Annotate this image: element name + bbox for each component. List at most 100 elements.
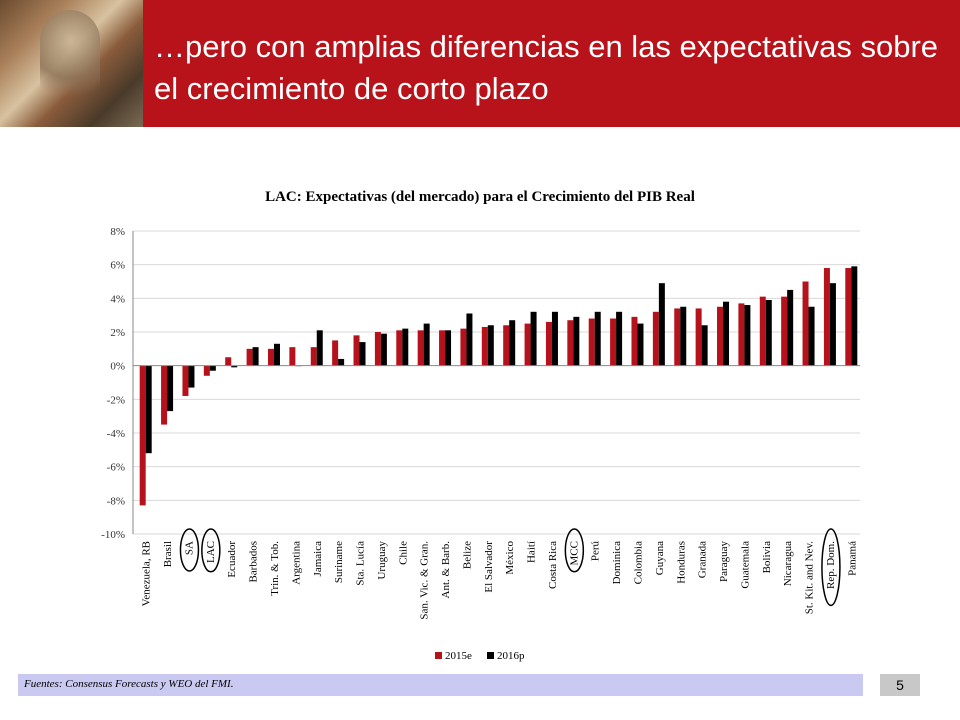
bar-2016p xyxy=(167,365,174,412)
y-tick-label: 6% xyxy=(110,260,125,272)
bar-2015e xyxy=(332,340,339,366)
bar-2015e xyxy=(631,316,638,366)
bar-2016p xyxy=(851,266,858,366)
bar-2016p xyxy=(744,305,751,366)
y-tick-label: -2% xyxy=(107,394,125,406)
bar-2016p xyxy=(616,311,623,366)
bar-2015e xyxy=(610,318,617,366)
page-number: 5 xyxy=(880,674,920,696)
y-tick-label: -4% xyxy=(107,428,125,440)
x-tick-label: Haití xyxy=(526,541,538,563)
bar-2016p xyxy=(723,301,730,366)
y-tick-label: -6% xyxy=(107,462,125,474)
bar-2016p xyxy=(209,365,216,371)
header-bar: …pero con amplias diferencias en las exp… xyxy=(0,0,960,127)
y-tick-label: 4% xyxy=(110,293,125,305)
bar-2015e xyxy=(139,365,146,506)
chart-axes xyxy=(132,231,860,534)
bar-2015e xyxy=(374,332,381,366)
x-tick-label: Belize xyxy=(461,541,473,569)
y-tick-label: 8% xyxy=(110,226,125,238)
bar-2016p xyxy=(466,313,473,366)
x-tick-label: Uruguay xyxy=(376,541,388,580)
bar-2015e xyxy=(588,318,595,366)
x-tick-label: San. Vic. & Gran. xyxy=(419,541,431,620)
bar-2015e xyxy=(845,268,852,366)
bar-2015e xyxy=(545,321,552,366)
x-tick-label: Nicaragua xyxy=(782,541,794,586)
bar-2016p xyxy=(829,283,836,366)
x-tick-label: Granada xyxy=(697,541,709,578)
bar-2015e xyxy=(738,303,745,366)
bar-2016p xyxy=(680,306,687,366)
x-tick-label: Colombia xyxy=(632,541,644,585)
x-tick-label: Dominica xyxy=(611,541,623,584)
bar-2015e xyxy=(267,348,274,366)
highlight-circle xyxy=(201,528,221,573)
x-tick-label: Rep. Dom. xyxy=(825,541,837,589)
legend-swatch-2016p xyxy=(487,652,494,659)
x-tick-label: St. Kit. and Nev. xyxy=(804,541,816,614)
x-tick-label: Argentina xyxy=(290,541,302,585)
bar-2015e xyxy=(417,330,424,366)
bar-2016p xyxy=(637,323,644,366)
bar-2015e xyxy=(460,328,467,366)
bar-2016p xyxy=(445,330,452,366)
bar-2015e xyxy=(481,326,488,366)
x-tick-label: Barbados xyxy=(248,541,260,583)
highlight-circle xyxy=(821,528,841,607)
chart-legend: 2015e 2016p xyxy=(435,650,525,662)
x-tick-label: Bolivia xyxy=(761,541,773,574)
y-tick-label: 0% xyxy=(110,361,125,373)
bar-2015e xyxy=(717,306,724,366)
legend-label-2016p: 2016p xyxy=(497,650,525,662)
bar-2015e xyxy=(524,323,531,366)
mural-image xyxy=(0,0,143,127)
bar-2015e xyxy=(310,347,317,366)
bar-2015e xyxy=(161,365,168,425)
x-tick-label: México xyxy=(504,541,516,575)
x-tick-label: Costa Rica xyxy=(547,541,559,589)
bar-2015e xyxy=(652,311,659,366)
x-tick-label: El Salvador xyxy=(483,541,495,593)
x-tick-label: SA xyxy=(183,541,195,555)
bar-2015e xyxy=(674,308,681,366)
x-tick-label: Ecuador xyxy=(226,541,238,578)
highlight-circle xyxy=(179,528,200,572)
bar-2016p xyxy=(145,365,152,454)
bar-2016p xyxy=(787,289,794,366)
bar-2016p xyxy=(573,316,580,366)
x-tick-label: Venezuela, RB xyxy=(141,541,153,606)
y-tick-label: 2% xyxy=(110,327,125,339)
y-axis-ticks: 8% 6% 4% 2% 0% -2% -4% -6% -8% -10% xyxy=(101,226,125,541)
bar-2016p xyxy=(594,311,601,366)
bar-2016p xyxy=(530,311,537,366)
bar-2016p xyxy=(273,343,280,366)
x-tick-label: Honduras xyxy=(675,541,687,584)
bar-2016p xyxy=(487,325,494,366)
bar-2015e xyxy=(246,348,253,366)
bar-2015e xyxy=(802,281,809,366)
bar-2016p xyxy=(423,323,430,366)
x-tick-label: Jamaica xyxy=(312,541,324,577)
y-tick-label: -10% xyxy=(101,529,125,541)
x-tick-label: Perú xyxy=(590,541,602,562)
bar-2015e xyxy=(289,347,296,366)
bar-2016p xyxy=(765,300,772,366)
chart-grid xyxy=(133,230,860,535)
bar-2016p xyxy=(509,320,516,366)
legend-label-2015e: 2015e xyxy=(445,650,472,662)
x-tick-label: Paraguay xyxy=(718,541,730,582)
x-tick-label: MCC xyxy=(568,541,580,565)
bar-2016p xyxy=(188,365,195,388)
bar-2016p xyxy=(231,365,238,368)
bar-2015e xyxy=(759,296,766,366)
bar-2016p xyxy=(551,311,558,366)
bar-2016p xyxy=(252,347,259,366)
bar-2016p xyxy=(701,325,708,366)
bar-2015e xyxy=(567,320,574,366)
x-tick-label: Guatemala xyxy=(739,541,751,589)
legend-swatch-2015e xyxy=(435,652,442,659)
bar-2015e xyxy=(823,268,830,366)
chart-title: LAC: Expectativas (del mercado) para el … xyxy=(265,189,695,205)
